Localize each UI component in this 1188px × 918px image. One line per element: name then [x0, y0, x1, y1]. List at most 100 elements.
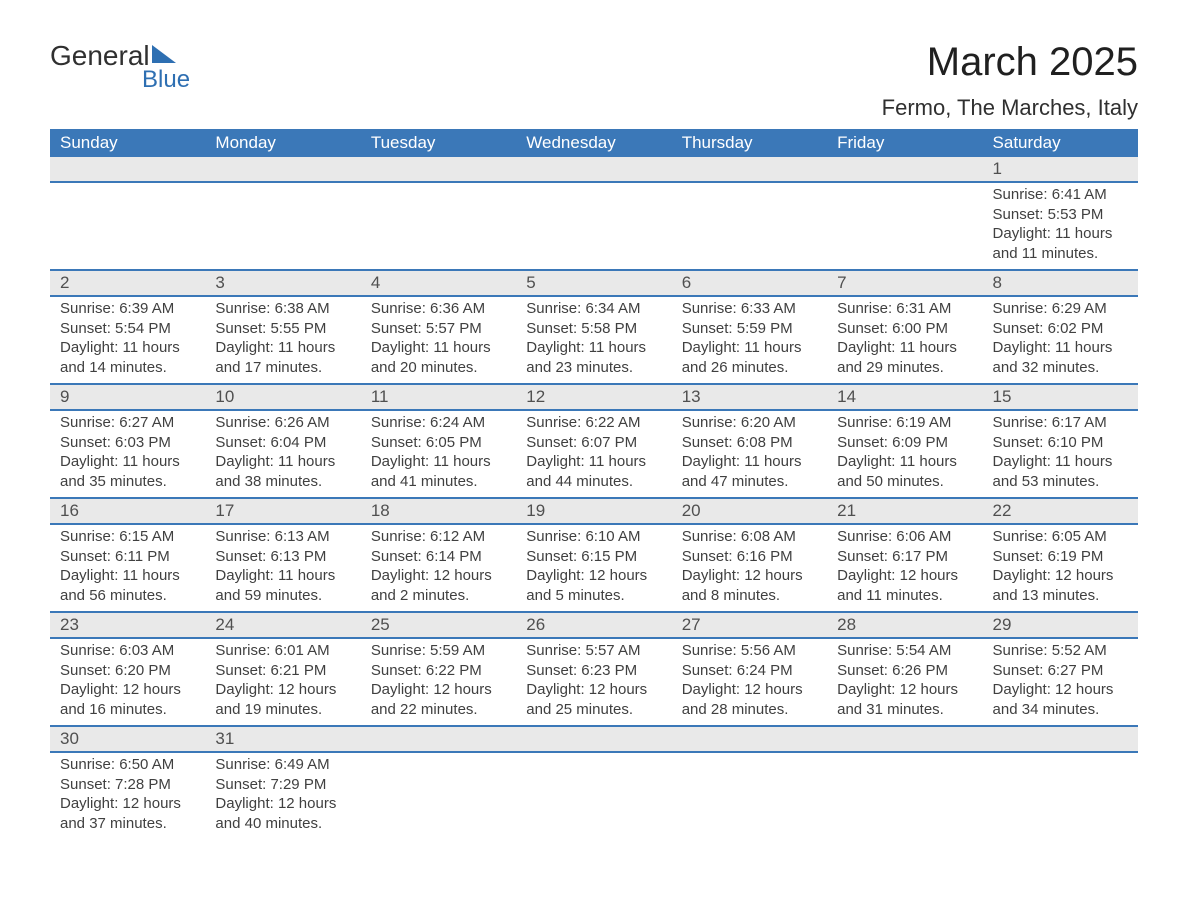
day-details-cell: Sunrise: 5:54 AMSunset: 6:26 PMDaylight:…: [827, 638, 982, 726]
day-details-cell: Sunrise: 6:24 AMSunset: 6:05 PMDaylight:…: [361, 410, 516, 498]
day-cell: 9: [50, 384, 205, 410]
day-cell: [983, 726, 1138, 752]
day-number: 6: [672, 271, 827, 295]
details-row: Sunrise: 6:50 AMSunset: 7:28 PMDaylight:…: [50, 752, 1138, 839]
day-details: [361, 753, 516, 829]
title-block: March 2025 Fermo, The Marches, Italy: [882, 40, 1138, 121]
day-details: [672, 753, 827, 829]
details-row: Sunrise: 6:03 AMSunset: 6:20 PMDaylight:…: [50, 638, 1138, 726]
day-details: Sunrise: 5:57 AMSunset: 6:23 PMDaylight:…: [516, 639, 671, 725]
day-cell: 14: [827, 384, 982, 410]
day-details-cell: [827, 752, 982, 839]
day-details-cell: Sunrise: 6:01 AMSunset: 6:21 PMDaylight:…: [205, 638, 360, 726]
day-details-cell: [672, 182, 827, 270]
day-number: [672, 157, 827, 179]
day-details-cell: [361, 182, 516, 270]
day-cell: 24: [205, 612, 360, 638]
day-details: Sunrise: 6:06 AMSunset: 6:17 PMDaylight:…: [827, 525, 982, 611]
day-details-cell: Sunrise: 5:52 AMSunset: 6:27 PMDaylight:…: [983, 638, 1138, 726]
page-header: General Blue March 2025 Fermo, The March…: [50, 40, 1138, 121]
day-details-cell: Sunrise: 6:22 AMSunset: 6:07 PMDaylight:…: [516, 410, 671, 498]
day-number: 28: [827, 613, 982, 637]
day-number: 3: [205, 271, 360, 295]
day-cell: [50, 157, 205, 182]
day-details-cell: [672, 752, 827, 839]
day-header: Monday: [205, 129, 360, 157]
day-details: Sunrise: 5:56 AMSunset: 6:24 PMDaylight:…: [672, 639, 827, 725]
day-number: 25: [361, 613, 516, 637]
day-cell: 7: [827, 270, 982, 296]
day-cell: 31: [205, 726, 360, 752]
day-cell: 19: [516, 498, 671, 524]
day-details: [205, 183, 360, 259]
day-details: Sunrise: 6:15 AMSunset: 6:11 PMDaylight:…: [50, 525, 205, 611]
day-details: [50, 183, 205, 259]
day-number: 22: [983, 499, 1138, 523]
day-details-cell: Sunrise: 6:06 AMSunset: 6:17 PMDaylight:…: [827, 524, 982, 612]
day-number: 14: [827, 385, 982, 409]
day-cell: 22: [983, 498, 1138, 524]
day-details: Sunrise: 6:38 AMSunset: 5:55 PMDaylight:…: [205, 297, 360, 383]
day-cell: 13: [672, 384, 827, 410]
day-cell: 5: [516, 270, 671, 296]
month-title: March 2025: [882, 40, 1138, 85]
logo-sub: Blue: [142, 66, 190, 94]
day-details-cell: Sunrise: 6:15 AMSunset: 6:11 PMDaylight:…: [50, 524, 205, 612]
day-details: Sunrise: 6:19 AMSunset: 6:09 PMDaylight:…: [827, 411, 982, 497]
details-row: Sunrise: 6:39 AMSunset: 5:54 PMDaylight:…: [50, 296, 1138, 384]
daynum-row: 2345678: [50, 270, 1138, 296]
day-details-cell: Sunrise: 6:08 AMSunset: 6:16 PMDaylight:…: [672, 524, 827, 612]
day-number: 4: [361, 271, 516, 295]
day-details-cell: Sunrise: 6:10 AMSunset: 6:15 PMDaylight:…: [516, 524, 671, 612]
day-cell: 4: [361, 270, 516, 296]
day-details: Sunrise: 6:27 AMSunset: 6:03 PMDaylight:…: [50, 411, 205, 497]
details-row: Sunrise: 6:27 AMSunset: 6:03 PMDaylight:…: [50, 410, 1138, 498]
day-details-cell: [983, 752, 1138, 839]
day-number: 31: [205, 727, 360, 751]
day-details-cell: Sunrise: 6:26 AMSunset: 6:04 PMDaylight:…: [205, 410, 360, 498]
daynum-row: 1: [50, 157, 1138, 182]
day-number: 5: [516, 271, 671, 295]
day-number: [672, 727, 827, 749]
day-details-cell: Sunrise: 6:13 AMSunset: 6:13 PMDaylight:…: [205, 524, 360, 612]
day-cell: 2: [50, 270, 205, 296]
day-number: 21: [827, 499, 982, 523]
day-number: 12: [516, 385, 671, 409]
day-details: Sunrise: 6:24 AMSunset: 6:05 PMDaylight:…: [361, 411, 516, 497]
day-details-cell: Sunrise: 6:27 AMSunset: 6:03 PMDaylight:…: [50, 410, 205, 498]
day-details-cell: Sunrise: 6:50 AMSunset: 7:28 PMDaylight:…: [50, 752, 205, 839]
details-row: Sunrise: 6:41 AMSunset: 5:53 PMDaylight:…: [50, 182, 1138, 270]
day-cell: 20: [672, 498, 827, 524]
day-number: [827, 157, 982, 179]
day-details: [983, 753, 1138, 829]
day-cell: [672, 726, 827, 752]
day-cell: [672, 157, 827, 182]
day-details: Sunrise: 6:49 AMSunset: 7:29 PMDaylight:…: [205, 753, 360, 839]
day-details: Sunrise: 6:50 AMSunset: 7:28 PMDaylight:…: [50, 753, 205, 839]
day-number: [361, 727, 516, 749]
day-details: Sunrise: 6:26 AMSunset: 6:04 PMDaylight:…: [205, 411, 360, 497]
day-details-cell: Sunrise: 6:49 AMSunset: 7:29 PMDaylight:…: [205, 752, 360, 839]
day-details: [672, 183, 827, 259]
day-number: [361, 157, 516, 179]
day-cell: 29: [983, 612, 1138, 638]
daynum-row: 3031: [50, 726, 1138, 752]
day-number: 20: [672, 499, 827, 523]
day-cell: 30: [50, 726, 205, 752]
day-cell: 12: [516, 384, 671, 410]
day-details: [516, 183, 671, 259]
day-cell: 25: [361, 612, 516, 638]
day-header: Thursday: [672, 129, 827, 157]
day-number: 1: [983, 157, 1138, 181]
day-number: 15: [983, 385, 1138, 409]
day-number: 18: [361, 499, 516, 523]
day-details: Sunrise: 6:10 AMSunset: 6:15 PMDaylight:…: [516, 525, 671, 611]
day-cell: 27: [672, 612, 827, 638]
day-details: [516, 753, 671, 829]
day-number: 23: [50, 613, 205, 637]
day-header-row: Sunday Monday Tuesday Wednesday Thursday…: [50, 129, 1138, 157]
day-number: 26: [516, 613, 671, 637]
day-number: [516, 157, 671, 179]
day-details-cell: Sunrise: 5:57 AMSunset: 6:23 PMDaylight:…: [516, 638, 671, 726]
day-details: Sunrise: 6:34 AMSunset: 5:58 PMDaylight:…: [516, 297, 671, 383]
